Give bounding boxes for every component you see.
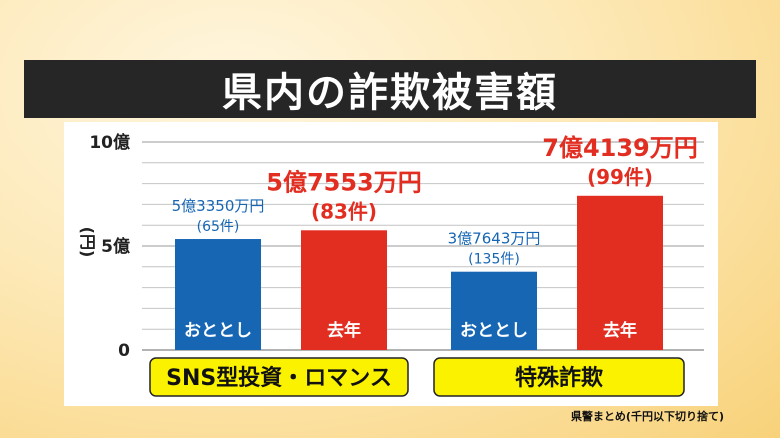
bar-count-label: (65件) bbox=[197, 219, 240, 235]
y-tick-label: 0 bbox=[118, 341, 130, 361]
bar bbox=[451, 271, 537, 350]
group-label-box bbox=[149, 357, 409, 397]
bar-category-label: 去年 bbox=[327, 320, 361, 341]
bar bbox=[577, 195, 663, 350]
group-label: SNS型投資・ロマンス bbox=[166, 365, 392, 391]
chart-panel: 0 5億 10億 (円) おととし 5億3350万円 (65件) 去年 5億7553万円 (83件… bbox=[64, 122, 718, 406]
bar-count-label: (99件) bbox=[587, 165, 653, 189]
source-note: 県警まとめ(千円以下切り捨て) bbox=[570, 410, 724, 423]
bar-category-label: 去年 bbox=[603, 320, 637, 341]
bar-count-label: (135件) bbox=[468, 252, 520, 268]
bar-value-label: 5億7553万円 bbox=[266, 168, 422, 196]
y-tick-label: 10億 bbox=[89, 132, 130, 153]
group-label-box bbox=[433, 357, 685, 397]
bar-value-label: 7億4139万円 bbox=[542, 134, 698, 162]
bar-value-label: 3億7643万円 bbox=[448, 230, 541, 248]
page-title: 県内の詐欺被害額 bbox=[24, 60, 756, 118]
bar bbox=[301, 230, 387, 350]
group-label: 特殊詐欺 bbox=[515, 365, 603, 391]
bar-category-label: おととし bbox=[460, 321, 528, 341]
y-axis-label: (円) bbox=[78, 227, 97, 258]
y-tick-label: 5億 bbox=[101, 236, 130, 257]
bar-category-label: おととし bbox=[184, 321, 252, 341]
bar-count-label: (83件) bbox=[311, 199, 377, 223]
bar-chart: 0 5億 10億 (円) おととし 5億3350万円 (65件) 去年 5億7553万円 (83件… bbox=[78, 132, 704, 397]
bar-value-label: 5億3350万円 bbox=[172, 197, 265, 215]
bar bbox=[175, 239, 261, 350]
